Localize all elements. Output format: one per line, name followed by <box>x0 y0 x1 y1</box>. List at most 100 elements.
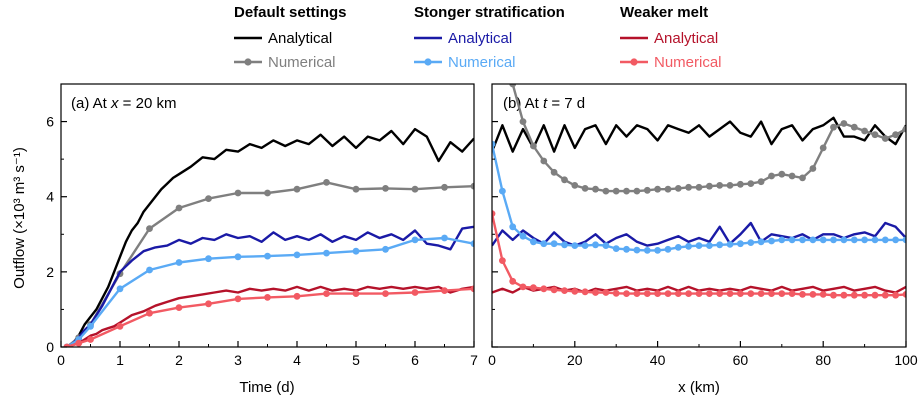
panel-b-point-weaker-melt-numerical <box>685 290 692 297</box>
panel-a-point-stonger-stratification-numerical <box>205 255 212 263</box>
panel-b-point-stonger-stratification-numerical <box>592 241 599 249</box>
panel-b-point-default-settings-numerical <box>778 170 786 178</box>
panel-b-point-stonger-stratification-numerical <box>492 140 496 148</box>
panel-a-point-weaker-melt-numerical <box>264 294 271 301</box>
panel-b-xtick-label: 60 <box>733 352 749 368</box>
panel-b-point-default-settings-numerical <box>726 182 734 189</box>
panel-a-point-stonger-stratification-numerical <box>411 236 419 244</box>
panel-a-point-weaker-melt-numerical <box>352 290 360 297</box>
legend-marker-default-numerical <box>244 58 252 66</box>
panel-b-point-stonger-stratification-numerical <box>674 244 682 251</box>
panel-a-point-default-settings-numerical <box>441 183 448 191</box>
panel-a-line-default-settings-analytical <box>66 127 474 347</box>
panel-b-point-weaker-melt-numerical <box>519 283 527 291</box>
panel-b-point-stonger-stratification-numerical <box>902 236 906 244</box>
panel-b-label: (b) At t = 7 d <box>503 95 585 112</box>
panel-b-point-default-settings-numerical <box>747 180 755 188</box>
panel-a-point-stonger-stratification-numerical <box>323 249 330 257</box>
panel-b-point-default-settings-numerical <box>706 182 713 190</box>
panel-b-point-default-settings-numerical <box>830 123 837 131</box>
panel-b-point-stonger-stratification-numerical <box>778 236 786 244</box>
panel-a-point-weaker-melt-numerical <box>441 287 448 294</box>
panel-b-point-weaker-melt-numerical <box>881 291 889 299</box>
panel-a-label: (a) At x = 20 km <box>71 95 176 112</box>
panel-b-point-stonger-stratification-numerical <box>788 236 796 244</box>
panel-a-point-stonger-stratification-numerical <box>470 240 474 248</box>
panel-b-point-weaker-melt-numerical <box>492 210 496 217</box>
panel-a-line-weaker-melt-analytical <box>66 285 474 347</box>
panel-a-point-default-settings-numerical <box>323 179 330 186</box>
panel-b-line-default-settings-analytical <box>492 116 906 153</box>
panel-b-series <box>492 84 906 299</box>
panel-b: x (km) (b) At t = 7 d 0 20 40 60 80 100 <box>488 83 918 396</box>
panel-a-point-default-settings-numerical <box>382 185 389 192</box>
panel-b-point-weaker-melt-numerical <box>840 291 848 299</box>
panel-a-point-weaker-melt-numerical <box>63 343 71 347</box>
panel-a-ytick-label: 4 <box>46 189 54 205</box>
panel-b-xtick-label: 0 <box>488 352 496 368</box>
panel-b-point-stonger-stratification-numerical <box>799 236 806 244</box>
panel-b-point-weaker-melt-numerical <box>550 286 558 294</box>
panel-b-point-stonger-stratification-numerical <box>612 245 620 253</box>
panel-b-point-weaker-melt-numerical <box>561 287 568 294</box>
panel-b-point-weaker-melt-numerical <box>571 288 579 295</box>
panel-b-point-weaker-melt-numerical <box>633 290 641 297</box>
legend-label-weaker-melt-analytical: Analytical <box>654 30 718 47</box>
panel-b-point-weaker-melt-numerical <box>871 291 879 299</box>
panel-a-xlabel: Time (d) <box>239 379 294 396</box>
legend-group-default: Default settings Analytical Numerical <box>234 4 347 71</box>
panel-b-point-default-settings-numerical <box>530 142 537 150</box>
panel-b-point-stonger-stratification-numerical <box>561 241 568 249</box>
legend-marker-stratification-numerical <box>424 58 432 66</box>
legend-label-default-numerical: Numerical <box>268 54 336 71</box>
panel-a-point-default-settings-numerical <box>205 195 212 203</box>
panel-a-point-default-settings-numerical <box>411 185 419 193</box>
panel-a-xtick-label: 3 <box>234 352 242 368</box>
panel-b-point-default-settings-numerical <box>850 123 858 131</box>
panel-a-line-weaker-melt-numerical <box>66 287 474 347</box>
panel-b-point-default-settings-numerical <box>757 178 765 186</box>
panel-a-point-weaker-melt-numerical <box>205 300 212 308</box>
panel-b-point-default-settings-numerical <box>623 187 630 195</box>
panel-a-point-default-settings-numerical <box>352 185 360 193</box>
panel-a-point-weaker-melt-numerical <box>146 309 153 317</box>
panel-b-point-stonger-stratification-numerical <box>571 242 579 250</box>
panel-b-point-stonger-stratification-numerical <box>695 242 703 250</box>
panel-a-point-stonger-stratification-numerical <box>146 266 153 274</box>
panel-b-point-default-settings-numerical <box>654 185 661 193</box>
panel-b-point-stonger-stratification-numerical <box>726 241 734 248</box>
panel-b-point-weaker-melt-numerical <box>664 290 672 297</box>
panel-b-xtick-label: 20 <box>567 352 583 368</box>
panel-b-point-stonger-stratification-numerical <box>643 247 651 254</box>
panel-b-point-stonger-stratification-numerical <box>819 236 827 244</box>
panel-b-point-default-settings-numerical <box>685 183 692 191</box>
panel-a-point-weaker-melt-numerical <box>470 285 474 293</box>
panel-b-point-default-settings-numerical <box>892 131 899 139</box>
panel-b-point-stonger-stratification-numerical <box>654 247 661 254</box>
panel-b-point-stonger-stratification-numerical <box>737 240 744 248</box>
panel-b-point-weaker-melt-numerical <box>716 290 724 297</box>
panel-b-point-default-settings-numerical <box>612 187 620 195</box>
panel-a-xtick-label: 0 <box>57 352 65 368</box>
panel-a-ytick-label: 6 <box>46 114 54 130</box>
legend-label-stratification-analytical: Analytical <box>448 30 512 47</box>
panel-b-point-stonger-stratification-numerical <box>530 238 537 246</box>
panel-b-point-stonger-stratification-numerical <box>623 245 630 253</box>
panel-a-xtick-label: 1 <box>116 352 124 368</box>
panel-a-point-weaker-melt-numerical <box>382 290 389 297</box>
panel-a-point-default-settings-numerical <box>146 225 153 233</box>
panel-b-point-stonger-stratification-numerical <box>861 236 868 244</box>
panel-b-point-weaker-melt-numerical <box>809 291 817 298</box>
panel-b-point-weaker-melt-numerical <box>757 290 765 297</box>
legend: Default settings Analytical Numerical St… <box>234 4 722 71</box>
panel-b-point-weaker-melt-numerical <box>706 290 713 297</box>
panel-a-series <box>63 127 474 347</box>
panel-b-point-default-settings-numerical <box>581 185 589 192</box>
panel-b-xtick-label: 40 <box>650 352 666 368</box>
panel-b-point-weaker-melt-numerical <box>540 285 548 293</box>
panel-b-point-default-settings-numerical <box>799 174 806 182</box>
panel-b-point-stonger-stratification-numerical <box>757 238 765 246</box>
panel-b-point-default-settings-numerical <box>664 185 672 193</box>
panel-a-ytick-label: 2 <box>46 264 54 280</box>
panel-b-point-default-settings-numerical <box>861 127 868 135</box>
